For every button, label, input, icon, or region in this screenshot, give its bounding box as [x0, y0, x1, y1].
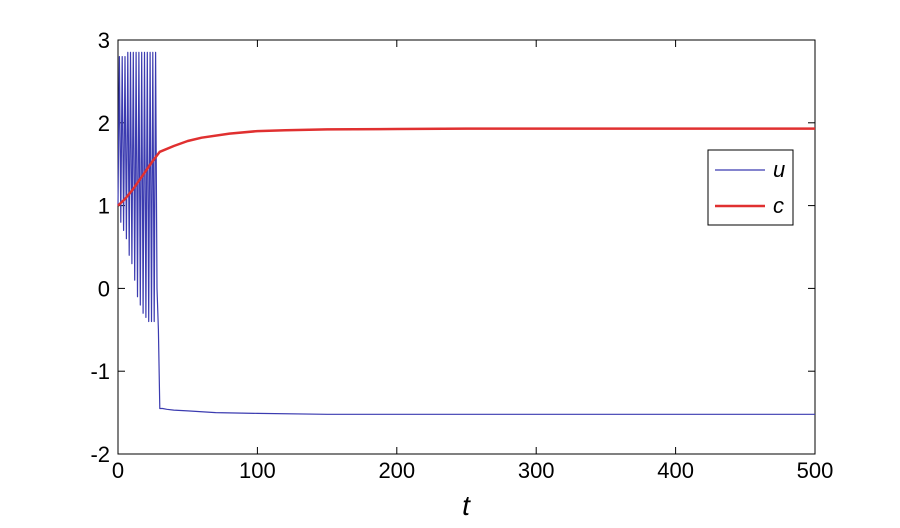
legend: u c — [707, 149, 794, 226]
x-tick-label: 400 — [657, 458, 694, 483]
x-tick-label: 0 — [112, 458, 124, 483]
series-layer — [117, 51, 815, 415]
legend-label-u: u — [773, 157, 785, 182]
plot-area — [117, 39, 816, 455]
y-tick-label: -2 — [90, 442, 110, 467]
x-tick-label: 200 — [378, 458, 415, 483]
y-tick-label: 2 — [98, 111, 110, 136]
legend-box — [707, 149, 794, 226]
y-tick-label: -1 — [90, 359, 110, 384]
x-axis-title: t — [462, 490, 471, 521]
y-tick-label: 0 — [98, 276, 110, 301]
legend-label-c: c — [773, 193, 784, 218]
series-line-c — [117, 127, 815, 207]
x-tick-label: 100 — [239, 458, 276, 483]
ticks-layer: 0 100 200 300 400 500 -2 -1 0 1 2 3 — [90, 28, 833, 483]
x-tick-label: 500 — [797, 458, 834, 483]
y-tick-label: 3 — [98, 28, 110, 53]
x-tick-label: 300 — [518, 458, 555, 483]
series-line-u — [117, 51, 815, 415]
y-tick-label: 1 — [98, 194, 110, 219]
